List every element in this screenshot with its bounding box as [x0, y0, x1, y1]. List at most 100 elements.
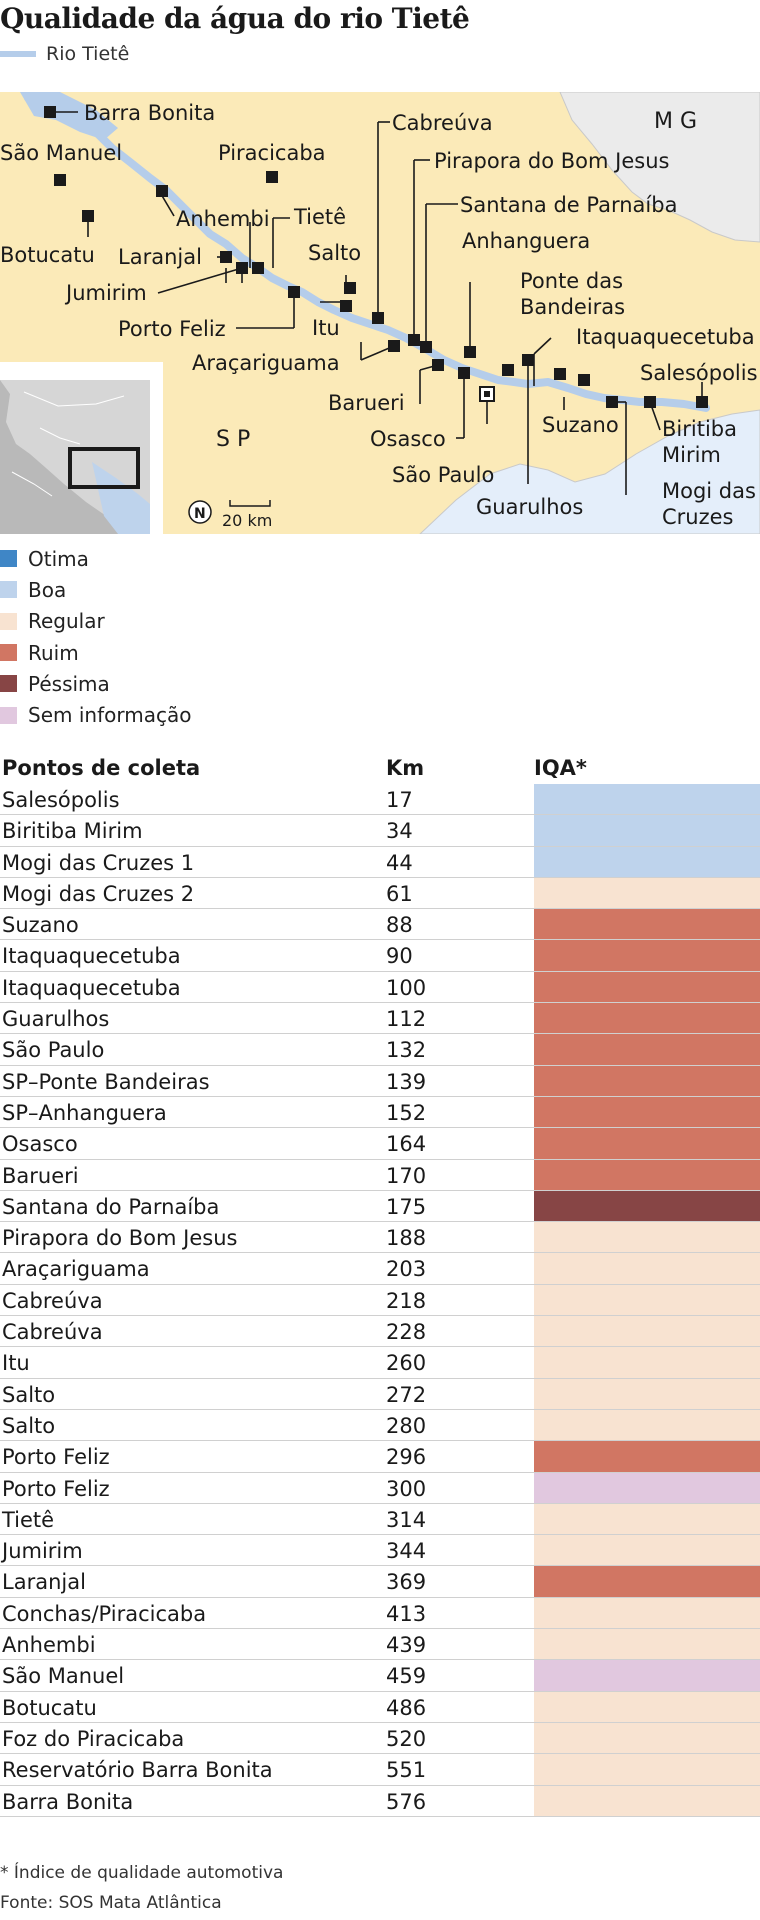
point-km: 188: [386, 1226, 427, 1251]
map-label-sao-paulo: São Paulo: [392, 463, 494, 487]
point-km: 344: [386, 1539, 427, 1564]
iqa-cell: [534, 1034, 760, 1066]
table-row: Botucatu 486: [0, 1691, 760, 1724]
point-name: Cabreúva: [2, 1320, 103, 1345]
river-legend-swatch: [0, 51, 36, 57]
iqa-cell: [534, 1003, 760, 1035]
legend-label: Ruim: [28, 640, 79, 665]
map-label-itu: Itu: [312, 316, 340, 340]
scale-label: 20 km: [222, 511, 272, 530]
iqa-cell: [534, 1222, 760, 1254]
legend-label: Sem informação: [28, 703, 192, 728]
point-km: 459: [386, 1664, 427, 1689]
point-name: Pirapora do Bom Jesus: [2, 1226, 238, 1251]
point-name: Mogi das Cruzes 1: [2, 850, 195, 875]
header-point: Pontos de coleta: [2, 756, 201, 780]
map-label-barra-bonita: Barra Bonita: [84, 101, 215, 125]
map-label-ponte-bandeiras-1: Ponte das: [520, 269, 623, 293]
iqa-cell: [534, 1347, 760, 1379]
table-row: Guarulhos 112: [0, 1003, 760, 1035]
point-name: Itaquaquecetuba: [2, 944, 181, 969]
point-name: Porto Feliz: [2, 1476, 110, 1501]
point-name: Jumirim: [2, 1539, 83, 1564]
table-row: Salto 272: [0, 1378, 760, 1411]
iqa-cell: [534, 1441, 760, 1473]
point-km: 369: [386, 1570, 427, 1595]
table-row: Itaquaquecetuba 90: [0, 940, 760, 973]
legend-item: Regular: [0, 606, 191, 637]
table-row: SP–Anhanguera 152: [0, 1096, 760, 1129]
iqa-cell: [534, 1190, 760, 1223]
iqa-cell: [534, 1566, 760, 1598]
map-label-biritiba-2: Mirim: [662, 443, 721, 467]
point-km: 203: [386, 1257, 427, 1282]
table-row: Salesópolis 17: [0, 784, 760, 816]
point-name: Santana do Parnaíba: [2, 1194, 220, 1219]
header-iqa: IQA*: [534, 756, 587, 780]
point-km: 272: [386, 1382, 427, 1407]
map-label-santana-parnaiba: Santana de Parnaíba: [460, 193, 677, 217]
legend-item: Péssima: [0, 668, 191, 699]
legend-swatch: [0, 581, 17, 599]
point-name: Salto: [2, 1413, 56, 1438]
point-name: Biritiba Mirim: [2, 819, 143, 844]
table-body: Salesópolis 17 Biritiba Mirim 34 Mogi das Cr…: [0, 784, 760, 1818]
legend-item: Boa: [0, 574, 191, 605]
iqa-cell: [534, 815, 760, 847]
map-label-guarulhos: Guarulhos: [476, 495, 583, 519]
point-name: Suzano: [2, 913, 79, 938]
table-row: Porto Feliz 296: [0, 1441, 760, 1473]
iqa-cell: [534, 1660, 760, 1692]
map-label-mogi-1: Mogi das: [662, 479, 756, 503]
legend-item: Sem informação: [0, 699, 191, 730]
point-name: Laranjal: [2, 1570, 86, 1595]
iqa-cell: [534, 971, 760, 1004]
table-row: Mogi das Cruzes 2 61: [0, 877, 760, 910]
iqa-cell: [534, 1316, 760, 1348]
table-row: Pirapora do Bom Jesus 188: [0, 1222, 760, 1254]
point-km: 132: [386, 1038, 427, 1063]
table-row: Tietê 314: [0, 1503, 760, 1536]
legend-swatch: [0, 706, 17, 724]
point-name: Porto Feliz: [2, 1445, 110, 1470]
point-name: Salto: [2, 1382, 56, 1407]
mg-region: [559, 92, 760, 243]
map-label-osasco: Osasco: [370, 427, 446, 451]
point-km: 88: [386, 913, 413, 938]
point-km: 164: [386, 1132, 427, 1157]
point-name: SP–Ponte Bandeiras: [2, 1069, 210, 1094]
point-km: 112: [386, 1007, 427, 1032]
iqa-cell: [534, 1378, 760, 1410]
map-label-itaquaquecetuba: Itaquaquecetuba: [576, 325, 755, 349]
table-row: Barra Bonita 576: [0, 1785, 760, 1818]
map-label-pirapora: Pirapora do Bom Jesus: [434, 149, 669, 173]
iqa-cell: [534, 1253, 760, 1285]
point-name: Botucatu: [2, 1695, 97, 1720]
point-km: 228: [386, 1320, 427, 1345]
point-km: 296: [386, 1445, 427, 1470]
table-row: Reservatório Barra Bonita 551: [0, 1754, 760, 1786]
iqa-cell: [534, 1096, 760, 1129]
point-km: 44: [386, 850, 413, 875]
point-km: 486: [386, 1695, 427, 1720]
table-row: São Manuel 459: [0, 1660, 760, 1692]
map-label-anhanguera: Anhanguera: [462, 229, 590, 253]
map-label-biritiba-1: Biritiba: [662, 417, 737, 441]
north-arrow-icon: [188, 500, 212, 524]
point-name: Salesópolis: [2, 788, 120, 812]
point-name: Itaquaquecetuba: [2, 975, 181, 1000]
table-header: Pontos de coleta Km IQA*: [0, 752, 760, 784]
point-name: Itu: [2, 1351, 30, 1376]
map-label-suzano: Suzano: [542, 413, 619, 437]
locator-inset: [0, 362, 163, 534]
legend-label: Péssima: [28, 671, 110, 696]
river-legend-label: Rio Tietê: [46, 43, 130, 65]
map-label-mg: M G: [654, 109, 697, 134]
point-km: 551: [386, 1758, 427, 1783]
map-label-salto: Salto: [308, 241, 361, 265]
table-row: Salto 280: [0, 1409, 760, 1442]
table-row: Porto Feliz 300: [0, 1472, 760, 1505]
barra-bonita-reservoir: [20, 92, 118, 140]
page-title: Qualidade da água do rio Tietê: [0, 2, 470, 35]
point-km: 152: [386, 1100, 427, 1125]
